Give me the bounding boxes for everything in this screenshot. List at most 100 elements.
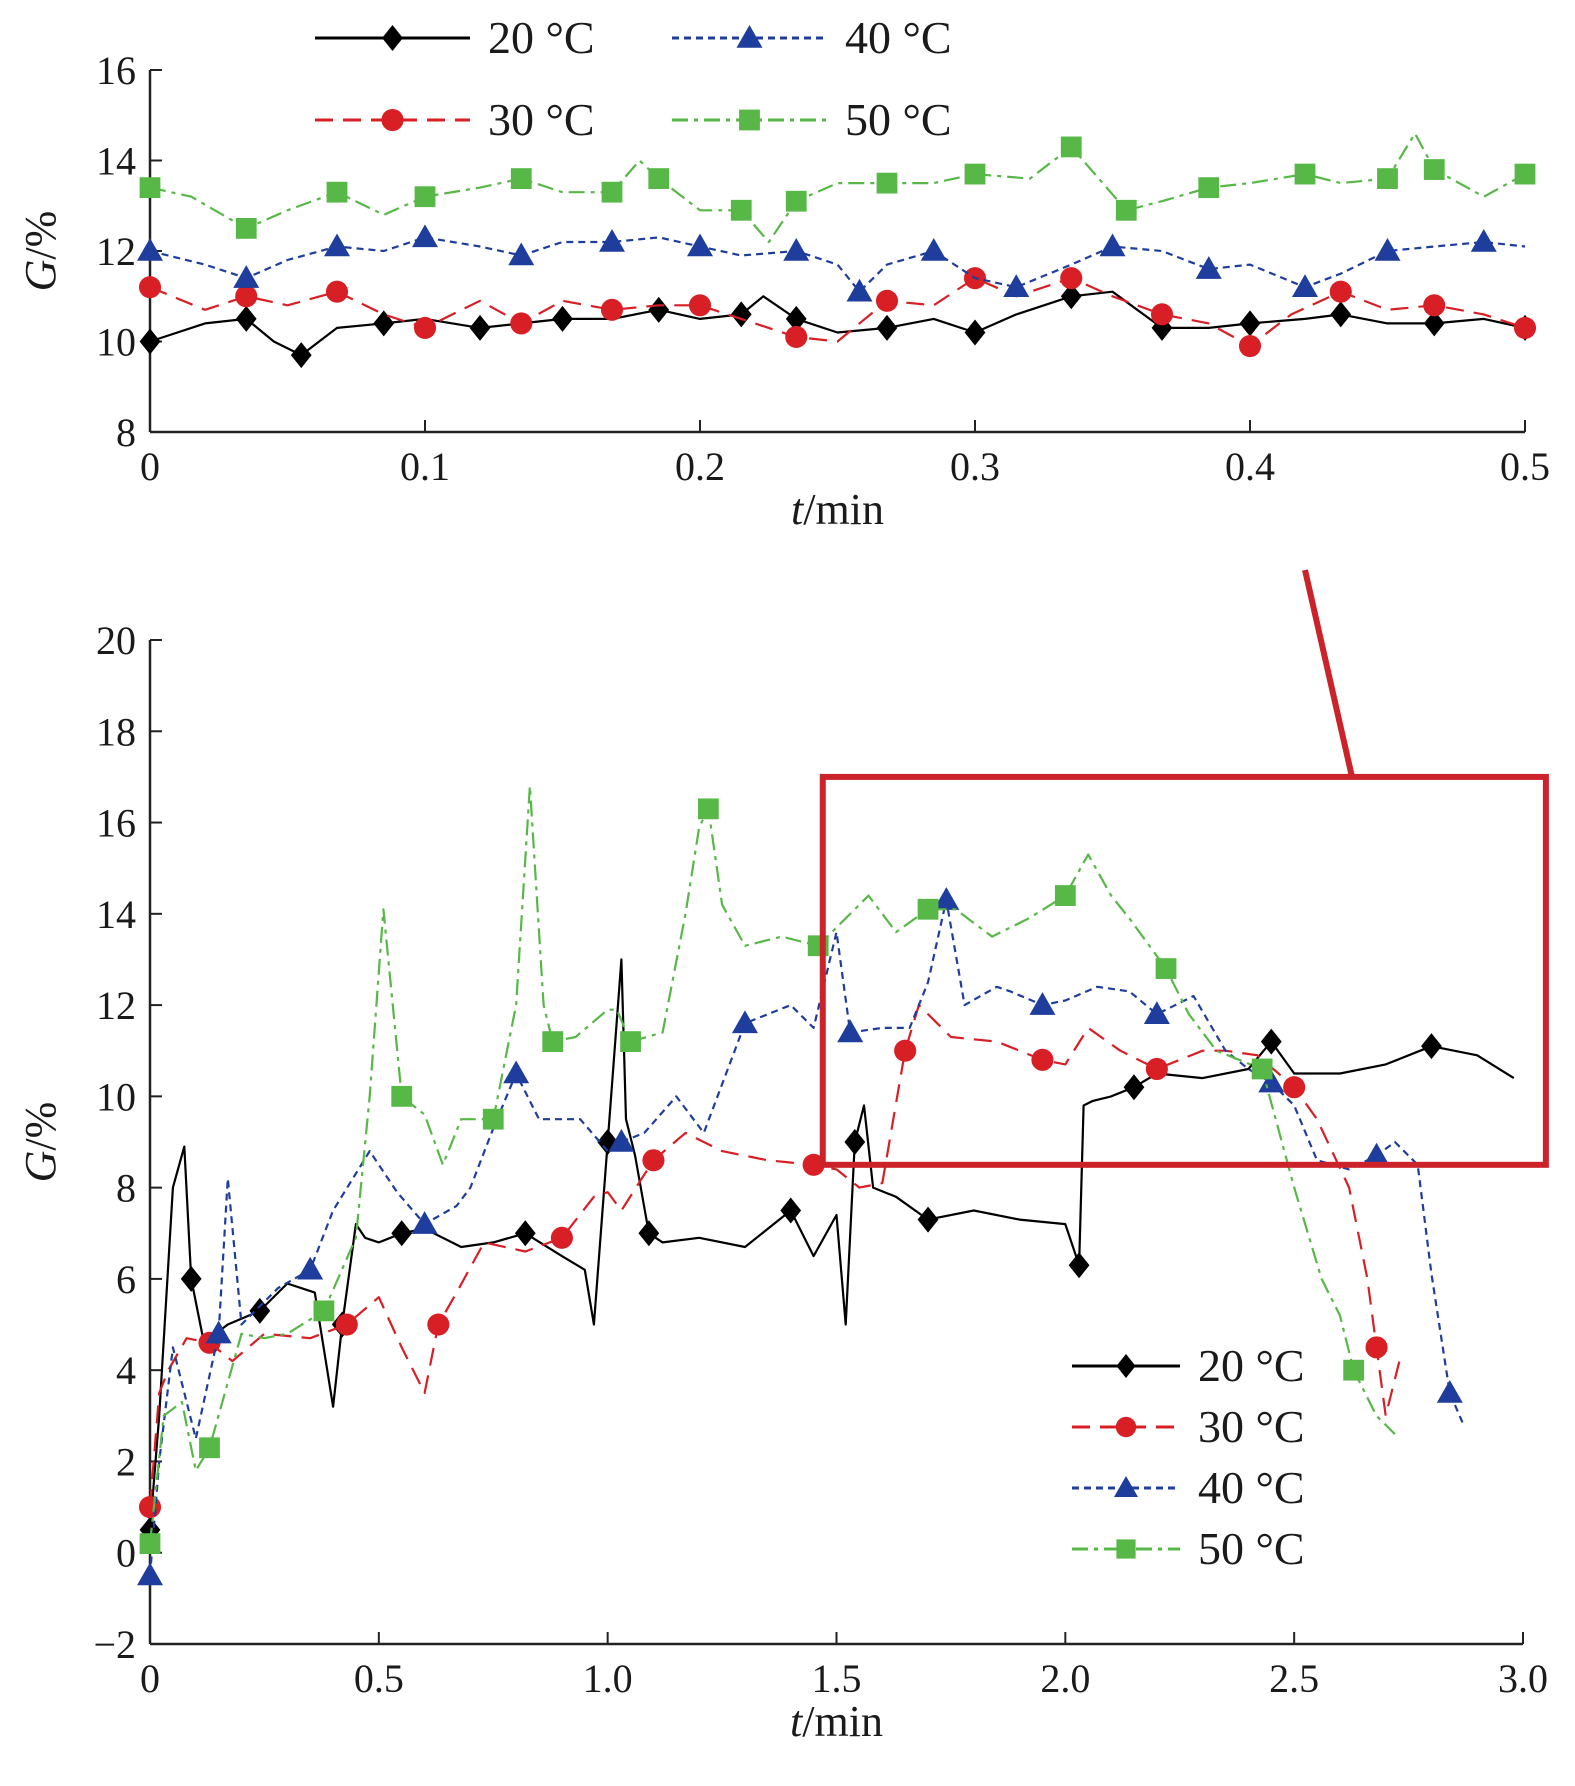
y-tick-label: 6 [116,1257,136,1302]
data-point-20-c [1239,310,1261,337]
data-point-20-c [139,328,161,355]
data-point-20-c [1423,310,1445,337]
y-axis-label-var: G [16,1151,65,1183]
y-axis-label: G/% [16,211,65,292]
data-point-50-c [482,1108,504,1130]
data-point-20-c [917,1206,939,1233]
data-point-20-c [785,305,807,332]
data-point-20-c [844,1129,866,1155]
data-point-30-c [1238,334,1262,358]
data-point-30-c [1060,267,1083,290]
x-axis-label: t/min [790,1697,883,1746]
data-point-20-c [235,305,257,332]
y-tick-label: 16 [96,48,136,93]
data-point-50-c [1155,958,1177,979]
x-tick-label: 0.5 [1500,444,1550,489]
data-point-20-c [290,342,312,369]
data-point-50-c [917,898,939,920]
legend-label-30-c: 30 °C [488,94,595,145]
data-point-40-c [599,228,625,252]
data-point-50-c [139,1533,161,1554]
y-axis-label-var: G [16,260,65,292]
data-point-40-c [920,238,947,261]
data-point-30-c [550,1226,573,1249]
data-point-50-c [139,177,161,199]
data-point-40-c [508,242,535,266]
data-point-40-c [324,233,350,257]
data-point-20-c [1068,1252,1090,1279]
legend-marker-40-c [1114,1476,1138,1497]
data-point-20-c [964,319,986,346]
y-axis-label-unit: /% [16,1102,65,1151]
y-tick-label: 8 [116,410,136,455]
connector-line [1302,569,1355,778]
data-point-50-c [1294,163,1316,185]
data-point-20-c [876,314,898,341]
legend-label-20-c: 20 °C [1198,1340,1305,1391]
data-point-50-c [1343,1359,1365,1381]
data-point-50-c [730,199,752,221]
data-point-50-c [601,181,623,203]
x-tick-label: 0.1 [400,444,450,489]
data-point-50-c [1251,1058,1273,1080]
data-point-30-c [1031,1048,1054,1071]
data-point-30-c [785,325,808,349]
data-point-20-c [1123,1074,1145,1101]
data-point-40-c [411,1211,438,1234]
y-tick-label: 20 [96,618,136,663]
data-point-30-c [427,1313,450,1336]
data-point-30-c [600,298,624,321]
data-point-40-c [1099,233,1126,257]
data-point-20-c [391,1220,413,1247]
data-point-50-c [785,190,807,212]
y-tick-label: 10 [96,320,136,365]
data-point-40-c [1195,256,1222,279]
y-tick-label: 18 [96,709,136,754]
series-line-30-c [148,1003,1401,1508]
data-point-50-c [542,1031,564,1052]
data-point-40-c [1374,238,1401,261]
data-point-50-c [1060,136,1082,158]
data-point-40-c [933,887,960,910]
legend-label-20-c: 20 °C [488,12,595,63]
x-tick-label: 2.0 [1040,1656,1090,1701]
series-line-40-c [149,236,1526,293]
data-point-30-c [510,312,533,335]
data-point-20-c [373,310,395,337]
data-point-50-c [1514,163,1536,185]
x-axis-label-var: t [790,1697,804,1746]
data-point-20-c [638,1220,660,1247]
data-point-50-c [876,172,898,194]
legend-marker-50-c [1116,1539,1136,1559]
data-point-40-c [1143,1001,1170,1024]
data-point-30-c [138,1496,162,1519]
legend-label-30-c: 30 °C [1198,1401,1305,1452]
data-point-20-c [1060,283,1082,310]
data-point-50-c [648,168,670,189]
inset-chart: 8 10 12 14 16 0 0.1 0.2 0.3 0.4 0.5 t/min G/% 20 °C 40… [16,12,1550,534]
data-point-50-c [414,186,436,208]
data-point-40-c [205,1320,232,1344]
data-point-20-c [1330,301,1352,328]
data-point-40-c [1470,228,1497,252]
y-tick-label: 14 [96,892,136,937]
series-line-50-c [149,132,1526,244]
data-point-50-c [326,181,348,203]
data-point-50-c [313,1300,335,1322]
legend-marker-20-c [382,25,403,51]
data-point-40-c [731,1010,758,1034]
data-point-50-c [1115,199,1137,221]
data-point-40-c [137,1562,163,1586]
data-point-30-c [875,289,899,312]
legend-label-50-c: 50 °C [1198,1523,1305,1574]
data-point-30-c [1513,316,1537,339]
x-axis-label: t/min [791,485,884,534]
data-point-20-c [648,296,670,323]
data-point-30-c [642,1149,665,1172]
series-line-50-c [148,784,1396,1544]
legend-label-40-c: 40 °C [1198,1462,1305,1513]
highlight-box [819,773,1549,1168]
data-point-20-c [249,1297,271,1324]
data-point-30-c [1423,294,1446,317]
x-tick-label: 1.5 [812,1656,862,1701]
